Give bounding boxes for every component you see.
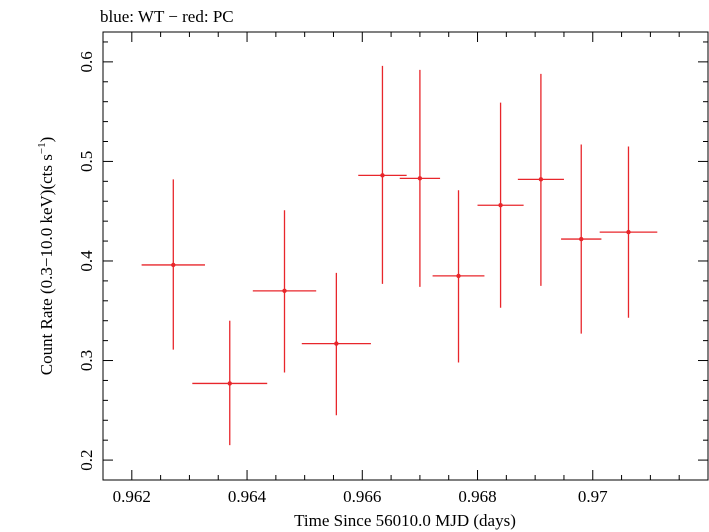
point-marker — [538, 177, 544, 182]
point-marker — [417, 176, 423, 181]
point-marker — [626, 229, 631, 235]
y-tick-label: 0.6 — [77, 51, 96, 72]
axis-ticks — [102, 32, 708, 481]
y-axis-label-close: ) — [37, 137, 56, 143]
x-tick-label: 0.97 — [578, 487, 608, 506]
y-tick-label: 0.5 — [77, 151, 96, 172]
x-tick-label: 0.964 — [228, 487, 267, 506]
x-tick-label: 0.968 — [458, 487, 496, 506]
point-marker — [579, 236, 584, 242]
chart-title: blue: WT − red: PC — [100, 7, 234, 26]
data-point — [517, 73, 564, 286]
tick-labels: 0.962 0.964 0.966 0.968 0.97 0.2 0.3 0.4 0.5 0.6 — [77, 51, 608, 506]
data-points — [141, 65, 658, 446]
point-marker — [282, 288, 287, 294]
y-tick-label: 0.2 — [77, 449, 96, 470]
plot-frame — [102, 31, 709, 481]
data-point — [192, 320, 268, 446]
y-axis-label-sup: −1 — [36, 142, 48, 154]
y-tick-label: 0.4 — [77, 250, 96, 272]
data-point — [141, 179, 205, 350]
point-marker — [171, 262, 176, 268]
data-point — [252, 210, 317, 373]
data-point — [399, 69, 441, 287]
point-marker — [498, 203, 503, 208]
data-point — [301, 272, 371, 416]
x-axis-label: Time Since 56010.0 MJD (days) — [294, 511, 516, 530]
y-axis-label-main: Count Rate (0.3−10.0 keV)(cts s — [37, 154, 56, 375]
y-tick-label: 0.3 — [77, 350, 96, 371]
x-tick-label: 0.962 — [113, 487, 151, 506]
data-point — [599, 146, 658, 318]
data-point — [561, 144, 602, 334]
data-point — [358, 65, 407, 284]
y-axis-label: Count Rate (0.3−10.0 keV)(cts s−1) — [36, 137, 56, 376]
data-point — [432, 190, 485, 363]
point-marker — [334, 341, 339, 346]
point-marker — [456, 273, 461, 279]
point-marker — [380, 173, 385, 178]
x-tick-label: 0.966 — [343, 487, 381, 506]
data-point — [477, 102, 524, 308]
point-marker — [227, 381, 232, 386]
